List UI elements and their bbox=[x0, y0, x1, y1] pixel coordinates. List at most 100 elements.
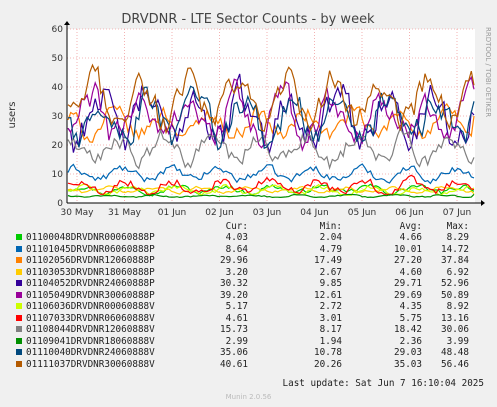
legend-series-name: 01103053DRVDNR18060888P bbox=[26, 266, 155, 278]
legend-swatch bbox=[16, 314, 22, 321]
legend-max-value: 13.16 bbox=[441, 312, 469, 324]
legend-series-name: 01108044DRVDNR12060888V bbox=[26, 324, 155, 335]
legend-cur-value: 35.06 bbox=[220, 347, 248, 358]
legend-swatch bbox=[16, 268, 22, 275]
legend-max-value: 48.48 bbox=[441, 347, 469, 358]
x-tick-label: 30 May bbox=[61, 208, 95, 218]
legend-max-value: 8.29 bbox=[446, 232, 469, 243]
legend-header-avg: Avg: bbox=[399, 221, 422, 232]
legend-swatch bbox=[16, 326, 22, 332]
x-tick-label: 02 Jun bbox=[205, 208, 233, 218]
legend-avg-value: 5.75 bbox=[399, 312, 422, 324]
series-line-4 bbox=[67, 185, 475, 195]
legend-series-name: 01101045DRVDNR06060888P bbox=[26, 243, 155, 255]
legend-max-value: 50.89 bbox=[441, 289, 469, 301]
legend-avg-value: 29.03 bbox=[394, 347, 422, 358]
legend-avg-value: 29.69 bbox=[394, 289, 422, 301]
legend-min-value: 9.85 bbox=[319, 278, 342, 289]
legend-swatch bbox=[16, 349, 22, 355]
legend-swatch bbox=[16, 360, 22, 367]
legend-header-cur: Cur: bbox=[225, 221, 248, 232]
series-line-7 bbox=[67, 183, 475, 196]
legend-swatch bbox=[16, 303, 22, 309]
y-tick-label: 30 bbox=[52, 112, 64, 122]
legend-avg-value: 4.66 bbox=[399, 232, 422, 243]
x-tick-label: 03 Jun bbox=[253, 208, 281, 218]
legend-series-name: 01104052DRVDNR24060888P bbox=[26, 278, 155, 289]
series-line-6 bbox=[67, 75, 475, 153]
legend-cur-value: 40.61 bbox=[220, 358, 248, 370]
legend-min-value: 20.26 bbox=[314, 358, 342, 370]
legend-avg-value: 4.35 bbox=[399, 301, 422, 312]
legend-min-value: 3.01 bbox=[319, 312, 342, 324]
legend-max-value: 37.84 bbox=[441, 255, 469, 266]
legend-cur-value: 39.20 bbox=[220, 289, 248, 301]
legend-cur-value: 4.03 bbox=[225, 232, 248, 243]
series-line-12 bbox=[67, 63, 475, 135]
munin-footer: Munin 2.0.56 bbox=[225, 393, 272, 401]
legend-series-name: 01107033DRVDNR06060888V bbox=[26, 312, 155, 324]
legend-item: 01110040DRVDNR24060888V 35.06 10.78 29.03 48… bbox=[0, 347, 497, 358]
legend-item: 01105049DRVDNR30060888P 39.20 12.61 29.69 50… bbox=[0, 290, 497, 301]
chart-title: DRVDNR - LTE Sector Counts - by week bbox=[121, 12, 375, 27]
series-layer bbox=[67, 63, 475, 199]
y-tick-label: 20 bbox=[52, 141, 64, 151]
rrdtool-credit: RRDTOOL / TOBI OETIKER bbox=[484, 27, 492, 117]
legend-max-value: 6.92 bbox=[446, 266, 469, 278]
x-tick-label: 05 Jun bbox=[348, 208, 376, 218]
legend-min-value: 2.72 bbox=[319, 301, 342, 312]
legend-avg-value: 27.20 bbox=[394, 255, 422, 266]
legend-series-name: 01109041DRVDNR18060888V bbox=[26, 335, 155, 347]
legend-max-value: 3.99 bbox=[446, 335, 469, 347]
legend-series-name: 01102056DRVDNR12060888P bbox=[26, 255, 155, 266]
legend-max-value: 8.92 bbox=[446, 301, 469, 312]
x-axis-arrow bbox=[481, 200, 485, 206]
legend-series-name: 01110040DRVDNR24060888V bbox=[26, 347, 155, 358]
y-tick-label: 40 bbox=[52, 83, 64, 93]
legend-header-max: Max: bbox=[446, 221, 469, 232]
legend-item: 01102056DRVDNR12060888P 29.96 17.49 27.20 37… bbox=[0, 255, 497, 266]
legend-cur-value: 3.20 bbox=[225, 266, 248, 278]
legend-item: 01107033DRVDNR06060888V 4.61 3.01 5.75 13.16 bbox=[0, 313, 497, 324]
x-tick-label: 06 Jun bbox=[395, 208, 423, 218]
legend-swatch bbox=[16, 337, 22, 344]
y-axis-arrow bbox=[64, 21, 70, 25]
legend-min-value: 12.61 bbox=[314, 289, 342, 301]
y-tick-label: 50 bbox=[52, 54, 64, 64]
legend-series-name: 01111037DRVDNR30060888V bbox=[26, 358, 155, 370]
legend-avg-value: 18.42 bbox=[394, 324, 422, 335]
legend-header-min: Min: bbox=[319, 221, 342, 232]
legend-min-value: 2.04 bbox=[319, 232, 342, 243]
legend-cur-value: 2.99 bbox=[225, 335, 248, 347]
legend-cur-value: 30.32 bbox=[220, 278, 248, 289]
legend-cur-value: 8.64 bbox=[225, 243, 248, 255]
legend-swatch bbox=[16, 280, 22, 286]
legend-cur-value: 15.73 bbox=[220, 324, 248, 335]
y-tick-label: 10 bbox=[52, 170, 64, 180]
legend-avg-value: 2.36 bbox=[399, 335, 422, 347]
series-line-10 bbox=[67, 193, 475, 199]
y-tick-label: 60 bbox=[52, 25, 64, 35]
legend-min-value: 17.49 bbox=[314, 255, 342, 266]
legend-cur-value: 29.96 bbox=[220, 255, 248, 266]
legend-max-value: 52.96 bbox=[441, 278, 469, 289]
legend-max-value: 56.46 bbox=[441, 358, 469, 370]
x-tick-label: 04 Jun bbox=[300, 208, 328, 218]
legend-series-name: 01105049DRVDNR30060888P bbox=[26, 289, 155, 301]
legend-item: 01111037DRVDNR30060888V 40.61 20.26 35.03 56… bbox=[0, 359, 497, 370]
legend-swatch bbox=[16, 234, 22, 240]
legend-item: 01108044DRVDNR12060888V 15.73 8.17 18.42 30.… bbox=[0, 324, 497, 335]
legend-series-name: 01100048DRVDNR00060888P bbox=[26, 232, 155, 243]
series-line-2 bbox=[67, 163, 475, 185]
legend-min-value: 4.79 bbox=[319, 243, 342, 255]
legend-swatch bbox=[16, 245, 22, 252]
legend-avg-value: 35.03 bbox=[394, 358, 422, 370]
legend-min-value: 2.67 bbox=[319, 266, 342, 278]
legend-cur-value: 5.17 bbox=[225, 301, 248, 312]
legend-swatch bbox=[16, 291, 22, 298]
series-line-11 bbox=[67, 85, 475, 151]
legend-item: 01104052DRVDNR24060888P 30.32 9.85 29.71 52.… bbox=[0, 278, 497, 289]
legend-avg-value: 29.71 bbox=[394, 278, 422, 289]
legend-series-name: 01106036DRVDNR00060888V bbox=[26, 301, 155, 312]
legend-max-value: 30.06 bbox=[441, 324, 469, 335]
